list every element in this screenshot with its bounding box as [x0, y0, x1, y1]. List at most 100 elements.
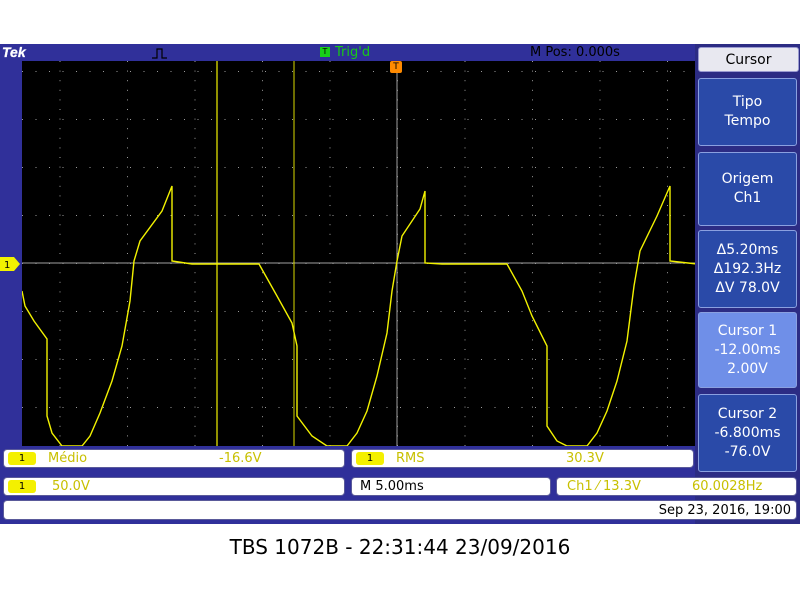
grid-dot: [62, 215, 64, 216]
grid-dot: [599, 80, 601, 82]
grid-dot: [194, 176, 196, 178]
grid-dot: [346, 119, 347, 120]
grid-dot: [127, 368, 128, 370]
grid-dot: [464, 147, 466, 149]
grid-dot: [35, 359, 37, 360]
grid-dot: [278, 119, 280, 120]
grid-dot: [76, 359, 77, 360]
grid-dot: [329, 291, 331, 293]
delta-frequency: Δ192.3Hz: [713, 260, 782, 277]
grid-dot: [329, 80, 331, 82]
grid-dot: [116, 167, 118, 168]
grid-dot: [656, 311, 658, 312]
grid-dot: [532, 157, 533, 158]
grid-dot: [194, 89, 196, 91]
grid-dot: [127, 445, 128, 446]
grid-dot: [262, 80, 263, 82]
grid-dot: [494, 215, 496, 216]
grid-dot: [562, 215, 563, 216]
ch1-badge: 1: [8, 452, 36, 465]
grid-dot: [427, 215, 428, 216]
grid-dot: [127, 224, 128, 226]
grid-dot: [667, 214, 668, 216]
grid-dot: [262, 272, 263, 274]
grid-dot: [224, 311, 226, 312]
grid-dot: [35, 407, 37, 408]
grid-dot: [667, 128, 668, 130]
grid-dot: [656, 407, 658, 408]
grid-dot: [103, 359, 104, 360]
grid-dot: [521, 167, 523, 168]
grid-dot: [170, 407, 172, 408]
trigger-level: Ch1 ⁄ 13.3V: [567, 479, 641, 494]
grid-dot: [197, 359, 199, 360]
grid-dot: [532, 397, 533, 398]
grid-dot: [194, 377, 196, 379]
grid-dot: [464, 406, 466, 408]
grid-dot: [532, 80, 533, 82]
trigger-position-marker[interactable]: T: [390, 61, 402, 73]
grid-dot: [454, 215, 455, 216]
grid-dot: [59, 176, 61, 178]
grid-dot: [130, 167, 131, 168]
grid-dot: [667, 89, 668, 91]
grid-dot: [224, 167, 226, 168]
grid-dot: [127, 406, 128, 408]
grid-dot: [127, 301, 128, 302]
grid-dot: [562, 167, 563, 168]
grid-dot: [589, 71, 590, 72]
grid-dot: [532, 243, 533, 245]
grid-dot: [130, 215, 131, 216]
grid-dot: [346, 71, 347, 72]
grid-dot: [194, 224, 196, 226]
cursor-type-button[interactable]: Tipo Tempo: [698, 78, 797, 146]
cursor-2-button[interactable]: Cursor 2 -6.800ms -76.0V: [698, 394, 797, 472]
cursor-1-time: -12.00ms: [714, 341, 781, 358]
grid-dot: [262, 224, 263, 226]
grid-dot: [683, 167, 685, 168]
grid-dot: [464, 118, 466, 120]
grid-dot: [464, 320, 466, 322]
grid-dot: [359, 311, 361, 312]
grid-dot: [548, 311, 550, 312]
grid-dot: [319, 407, 320, 408]
grid-dot: [197, 71, 199, 72]
grid-dot: [49, 311, 50, 312]
grid-dot: [262, 205, 263, 206]
measurement-rms: 1 RMS 30.3V: [351, 449, 694, 468]
grid-dot: [599, 214, 601, 216]
grid-dot: [59, 166, 61, 168]
grid-dot: [464, 301, 466, 302]
grid-dot: [667, 70, 668, 72]
grid-dot: [59, 253, 61, 254]
grid-dot: [329, 205, 331, 206]
grid-dot: [59, 301, 61, 302]
grid-dot: [194, 358, 196, 360]
grid-dot: [599, 358, 601, 360]
grid-dot: [59, 272, 61, 274]
ch1-badge: 1: [8, 480, 36, 493]
grid-dot: [224, 407, 226, 408]
grid-dot: [194, 406, 196, 408]
grid-dot: [667, 349, 668, 350]
grid-dot: [194, 128, 196, 130]
grid-dot: [400, 359, 401, 360]
grid-dot: [667, 166, 668, 168]
grid-dot: [62, 167, 64, 168]
grid-dot: [667, 185, 668, 187]
ch1-ground-marker[interactable]: 1: [0, 257, 22, 271]
grid-dot: [59, 128, 61, 130]
cursor-1-button[interactable]: Cursor 1 -12.00ms 2.00V: [698, 312, 797, 388]
grid-dot: [262, 195, 263, 197]
cursor-source-button[interactable]: Origem Ch1: [698, 152, 797, 226]
grid-dot: [59, 157, 61, 158]
grid-dot: [454, 407, 455, 408]
grid-dot: [127, 70, 128, 72]
grid-dot: [667, 137, 668, 139]
grid-dot: [643, 407, 644, 408]
grid-dot: [59, 80, 61, 82]
grid-dot: [59, 406, 61, 408]
grid-dot: [127, 349, 128, 350]
grid-dot: [359, 215, 361, 216]
menu-line: Cursor 2: [717, 405, 778, 422]
